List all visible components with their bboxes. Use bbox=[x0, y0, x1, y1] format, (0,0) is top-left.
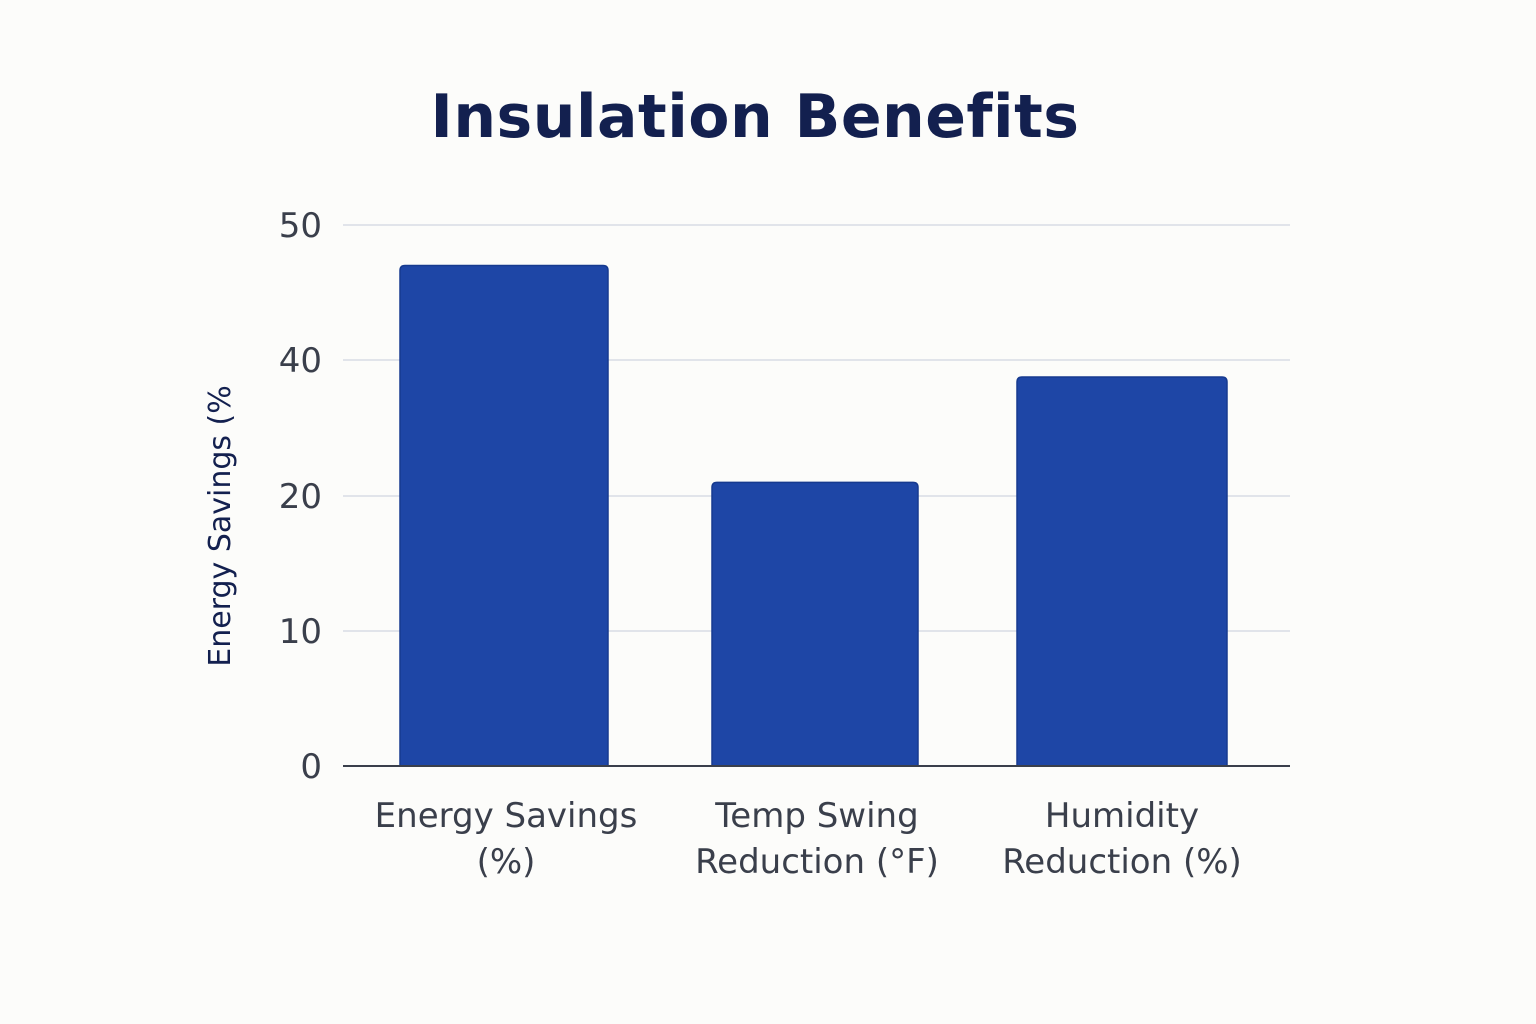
labels: 0 10 20 40 50 Energy Savings (%) Temp Swing Redu… bbox=[203, 206, 1242, 882]
y-tick-label: 20 bbox=[279, 477, 322, 517]
x-tick-label: Reduction (°F) bbox=[695, 842, 939, 882]
x-tick-label: Energy Savings bbox=[375, 796, 638, 836]
bar bbox=[1016, 376, 1228, 767]
x-tick-label: Humidity bbox=[1045, 796, 1199, 836]
bar bbox=[711, 481, 919, 767]
y-tick-label: 40 bbox=[279, 341, 322, 381]
bar bbox=[399, 264, 609, 767]
x-tick-label: Temp Swing bbox=[714, 796, 918, 836]
y-tick-label: 0 bbox=[300, 747, 322, 787]
y-tick-label: 10 bbox=[279, 612, 322, 652]
bars bbox=[399, 264, 1228, 767]
chart-title: Insulation Benefits bbox=[430, 82, 1080, 152]
x-tick-label: (%) bbox=[477, 842, 536, 882]
y-axis-title: Energy Savings (% bbox=[203, 385, 238, 667]
x-tick-label: Reduction (%) bbox=[1002, 842, 1242, 882]
y-tick-label: 50 bbox=[279, 206, 322, 246]
